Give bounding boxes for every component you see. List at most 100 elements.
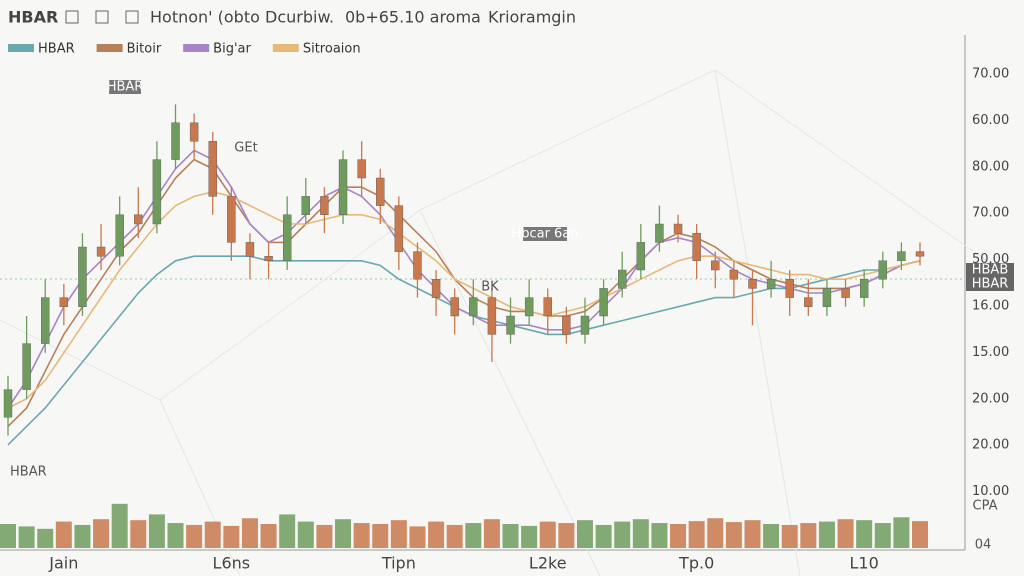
candle-body <box>450 297 459 317</box>
candle-body <box>897 251 906 262</box>
volume-bar <box>37 528 54 548</box>
volume-bar <box>409 526 426 548</box>
toolbar-icon <box>95 10 109 24</box>
price-tag-label: HBAB <box>972 263 1009 278</box>
volume-bar <box>725 522 742 548</box>
volume-bar <box>465 523 482 548</box>
price-label: 20.00 <box>972 438 1009 453</box>
candle-body <box>152 159 162 225</box>
volume-bar <box>148 514 165 548</box>
legend-swatch <box>96 44 123 52</box>
volume-bar <box>279 514 296 548</box>
candle-body <box>599 288 608 317</box>
volume-bar <box>856 520 873 548</box>
volume-bar <box>74 524 91 548</box>
toolbar-item: Krioramgin <box>488 8 576 27</box>
volume-bar <box>390 520 407 548</box>
toolbar-icon <box>125 10 139 24</box>
volume-bar <box>912 521 928 548</box>
candle-body <box>785 279 794 298</box>
candle-body <box>96 246 106 257</box>
volume-bar <box>781 524 798 548</box>
volume-bar <box>763 524 780 548</box>
candle-body <box>208 140 217 197</box>
volume-bar <box>297 521 314 548</box>
volume-bar <box>651 523 668 548</box>
price-label: 80.00 <box>972 159 1009 174</box>
volume-bar <box>800 523 817 548</box>
toolbar-item: Hotnon' (obto <box>150 8 260 27</box>
volume-bar <box>204 521 221 548</box>
volume-bar <box>874 523 891 548</box>
candle-body <box>78 246 87 307</box>
toolbar-item: Dcurbiw. <box>265 8 334 27</box>
volume-bar <box>595 524 612 548</box>
candle-body <box>487 297 497 335</box>
volume-bar <box>744 520 761 548</box>
volume-bar <box>0 524 16 548</box>
candle-body <box>357 159 366 179</box>
volume-bar <box>223 525 240 548</box>
volume-bar <box>483 519 500 548</box>
volume-bar <box>670 524 687 548</box>
legend-label: Sitroaion <box>303 42 361 57</box>
volume-bar <box>18 526 35 548</box>
candle-body <box>804 297 813 308</box>
volume-bar <box>893 517 910 548</box>
candle-body <box>915 251 925 257</box>
volume-bar <box>316 524 333 548</box>
annotation: CPA <box>973 499 998 514</box>
candle-body <box>22 343 31 390</box>
volume-bar <box>688 521 705 548</box>
candle-body <box>655 223 664 243</box>
volume-bar <box>353 523 370 548</box>
price-tag <box>966 263 1014 277</box>
volume-bar <box>260 524 277 548</box>
volume-bar <box>55 521 72 548</box>
annotation: 04 <box>975 538 992 553</box>
candle-body <box>320 196 329 215</box>
candle-body <box>282 214 292 262</box>
volume-bar <box>502 524 519 548</box>
candle-body <box>524 297 534 317</box>
volume-bar <box>818 521 835 548</box>
volume-bar <box>521 525 538 548</box>
annotation: BK <box>481 280 499 295</box>
candle-body <box>859 279 869 298</box>
volume-bar <box>335 519 352 548</box>
price-label: 20.00 <box>972 391 1009 406</box>
candle-body <box>580 315 590 335</box>
candle-body <box>562 315 571 335</box>
volume-bar <box>576 520 593 548</box>
volume-bar <box>111 503 128 548</box>
annotation: Hbcar 6an <box>511 227 578 242</box>
volume-bar <box>93 519 110 548</box>
price-label: 15.00 <box>972 345 1009 360</box>
volume-bar <box>372 524 389 548</box>
candle-body <box>413 251 422 280</box>
candle-body <box>431 279 441 298</box>
x-tick-label: Tp.0 <box>678 554 714 573</box>
legend-label: Bitoir <box>127 42 162 57</box>
candle-body <box>338 159 348 216</box>
x-tick-label: L2ke <box>529 554 567 573</box>
volume-bar <box>446 524 463 548</box>
volume-bar <box>539 521 556 548</box>
price-label: 10.00 <box>972 484 1009 499</box>
legend-swatch <box>8 44 34 52</box>
candle-body <box>711 260 720 271</box>
candle-body <box>189 122 199 142</box>
candle-body <box>766 279 776 289</box>
candle-body <box>692 232 701 261</box>
x-tick-label: Tipn <box>381 554 416 573</box>
candle-body <box>543 297 552 317</box>
annotation-box <box>109 80 141 94</box>
volume-bar <box>614 521 631 548</box>
volume-bar <box>837 519 854 548</box>
x-tick-label: L6ns <box>213 554 251 573</box>
candle-body <box>301 196 310 215</box>
annotation-box <box>523 227 567 241</box>
price-label: 60.00 <box>972 113 1009 128</box>
volume-bar <box>632 519 649 548</box>
candle-body <box>3 389 13 418</box>
